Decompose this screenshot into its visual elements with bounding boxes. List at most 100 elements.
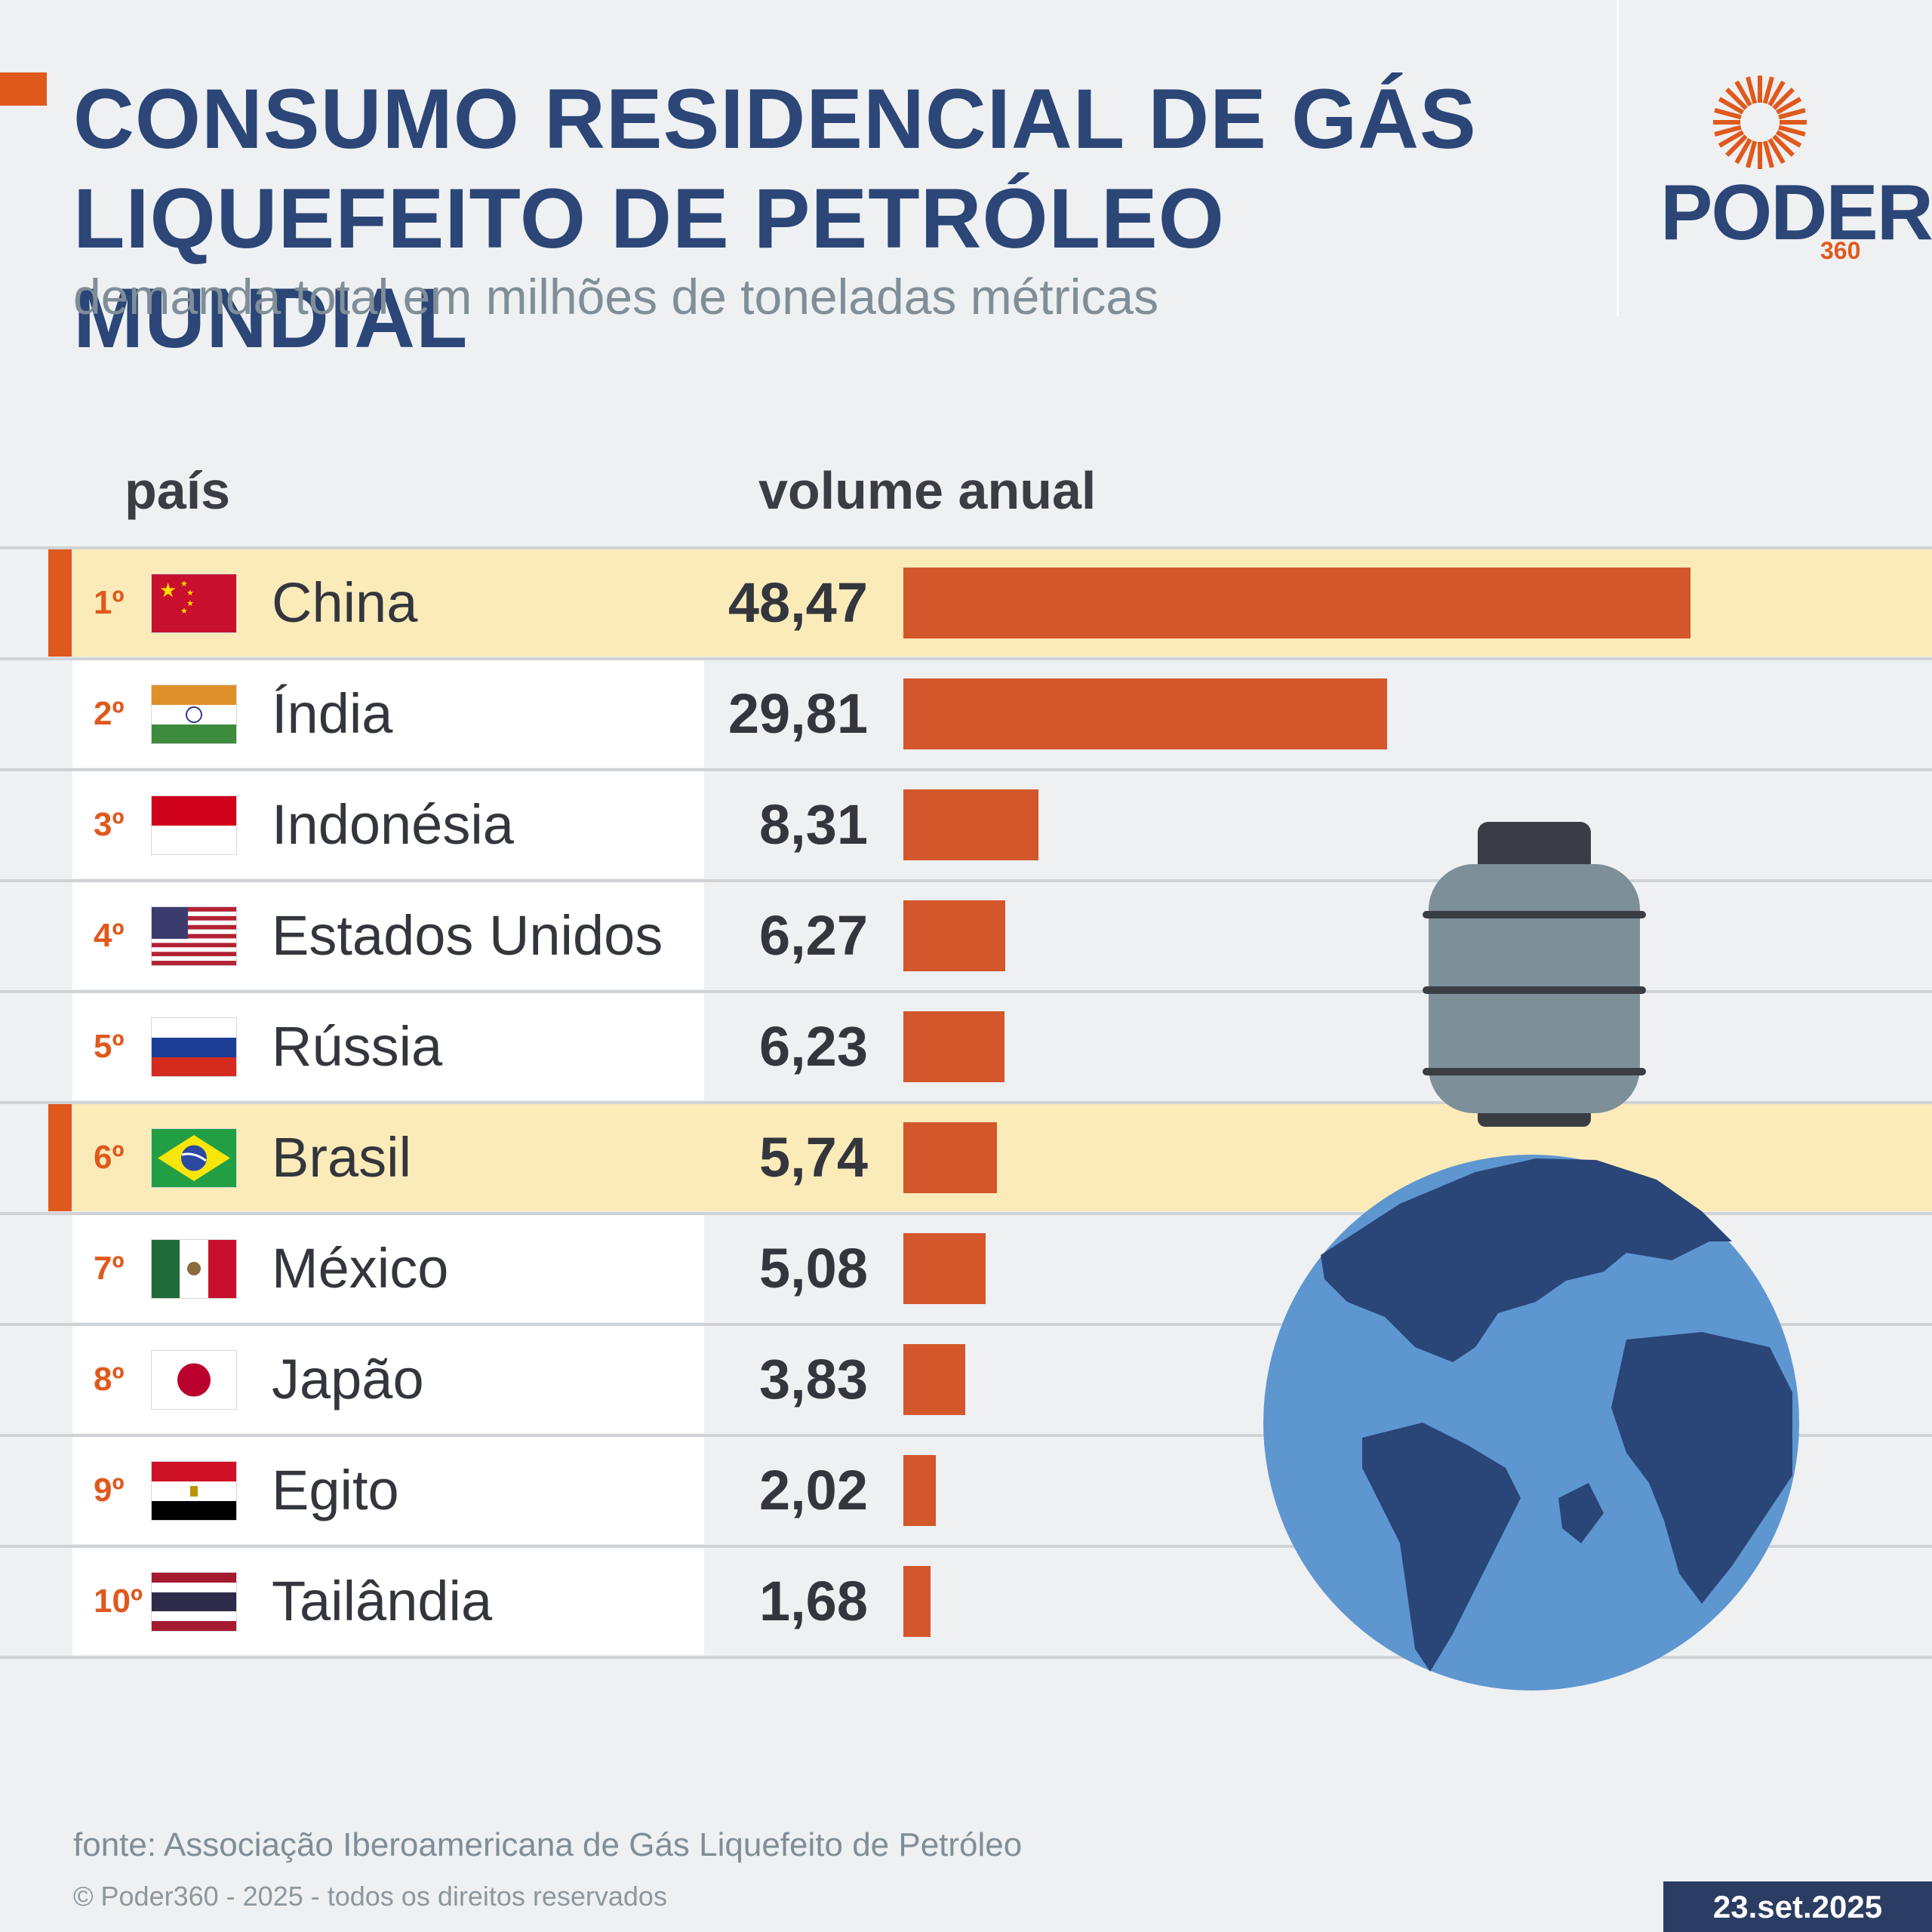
sun-ray — [1776, 97, 1802, 115]
header-divider — [1617, 0, 1619, 315]
row-divider — [0, 546, 1932, 549]
bar — [903, 1122, 997, 1193]
bar — [903, 1455, 936, 1526]
country-name: Estados Unidos — [272, 904, 663, 967]
thailand-flag-icon — [152, 1573, 236, 1631]
rank-label: 3º — [94, 806, 125, 843]
source-note: fonte: Associação Iberoamericana de Gás … — [73, 1826, 1023, 1863]
sun-ray — [1772, 134, 1795, 157]
svg-text:★: ★ — [186, 599, 194, 608]
value-label: 5,08 — [758, 1237, 868, 1300]
sun-ray — [1778, 108, 1806, 120]
bar — [903, 1233, 986, 1304]
column-header-volume: volume anual — [758, 461, 1097, 520]
country-name: Brasil — [272, 1126, 412, 1189]
title-line-2: LIQUEFEITO DE PETRÓLEO MUNDIAL — [73, 171, 1225, 365]
poder360-logo: PODER 360 — [1653, 68, 1932, 264]
rank-label: 4º — [94, 917, 125, 954]
usa-flag-icon — [152, 907, 236, 965]
egypt-flag-icon — [152, 1462, 236, 1520]
country-name: México — [272, 1237, 449, 1300]
value-label: 29,81 — [728, 682, 868, 745]
sun-ray — [1767, 80, 1786, 106]
bar — [903, 1566, 931, 1637]
value-label: 6,27 — [758, 904, 868, 967]
rank-label: 6º — [94, 1139, 125, 1176]
value-label: 5,74 — [758, 1126, 868, 1189]
svg-text:★: ★ — [186, 589, 194, 598]
svg-text:★: ★ — [180, 580, 188, 589]
country-name: Tailândia — [272, 1570, 493, 1632]
title-accent-mark — [0, 72, 47, 106]
bar — [903, 789, 1038, 860]
row-divider — [0, 1212, 1932, 1215]
bar — [903, 1344, 965, 1415]
value-label: 2,02 — [758, 1459, 868, 1521]
row-divider — [0, 879, 1932, 882]
row-divider — [0, 657, 1932, 660]
country-name: Indonésia — [272, 793, 514, 856]
sun-ray — [1767, 138, 1786, 165]
logo-name: PODER — [1660, 169, 1932, 257]
rank-label: 9º — [94, 1472, 125, 1509]
column-header-country: país — [125, 461, 231, 520]
rank-label: 10º — [94, 1583, 143, 1620]
globe-icon — [1263, 1155, 1799, 1690]
bar — [903, 900, 1005, 971]
sun-ray — [1762, 140, 1774, 168]
row-divider — [0, 1101, 1932, 1104]
title-line-1: CONSUMO RESIDENCIAL DE GÁS — [73, 72, 1477, 166]
row-divider — [0, 768, 1932, 771]
russia-flag-icon — [152, 1018, 236, 1076]
date-badge: 23.set.2025 — [1663, 1881, 1932, 1932]
indonesia-flag-icon — [152, 796, 236, 854]
bar — [903, 1011, 1004, 1082]
value-label: 3,83 — [758, 1348, 868, 1411]
rank-label: 5º — [94, 1028, 125, 1065]
value-label: 1,68 — [758, 1570, 868, 1632]
rank-label: 8º — [94, 1361, 125, 1398]
country-name: China — [272, 571, 418, 634]
sun-ray — [1718, 130, 1744, 148]
row-divider — [0, 1323, 1932, 1326]
logo-number: 360 — [1820, 237, 1861, 264]
row-divider — [0, 1656, 1932, 1659]
india-flag-icon — [152, 685, 236, 743]
highlight-marker — [48, 549, 72, 657]
country-name: Egito — [272, 1459, 399, 1521]
value-label: 8,31 — [758, 793, 868, 856]
svg-text:★: ★ — [159, 580, 177, 602]
bar — [903, 678, 1387, 749]
sun-ray — [1734, 80, 1752, 106]
china-flag-icon: ★ ★ ★ ★ ★ — [152, 574, 236, 632]
chart-subtitle: demanda total em milhões de toneladas mé… — [73, 269, 1159, 325]
sun-ray — [1762, 76, 1774, 104]
sun-ray — [1714, 125, 1742, 137]
rank-label: 7º — [94, 1250, 125, 1287]
copyright-note: © Poder360 - 2025 - todos os direitos re… — [73, 1881, 667, 1912]
row-divider — [0, 990, 1932, 993]
row-divider — [0, 1545, 1932, 1548]
svg-text:★: ★ — [180, 607, 188, 616]
sun-ray — [1746, 140, 1758, 168]
rank-label: 2º — [94, 695, 125, 732]
sun-ray — [1772, 88, 1795, 110]
gas-cylinder-icon — [1423, 822, 1646, 1127]
gas-cylinder-globe-illustration — [1263, 822, 1799, 1690]
mexico-flag-icon — [152, 1240, 236, 1298]
sun-ray — [1776, 130, 1802, 148]
sun-ray — [1725, 134, 1748, 157]
value-label: 6,23 — [758, 1015, 868, 1078]
sun-ray — [1746, 76, 1758, 104]
sun-ray — [1734, 138, 1752, 165]
sun-rays-icon — [1713, 75, 1807, 169]
sun-ray — [1718, 97, 1744, 115]
sun-ray — [1778, 125, 1806, 137]
chart-title: CONSUMO RESIDENCIAL DE GÁS LIQUEFEITO DE… — [73, 69, 1583, 368]
highlight-marker — [48, 1104, 72, 1211]
country-name: Índia — [272, 682, 393, 745]
country-name: Rússia — [272, 1015, 443, 1078]
rank-label: 1º — [94, 584, 125, 621]
japan-flag-icon — [152, 1351, 236, 1409]
row-divider — [0, 1434, 1932, 1437]
